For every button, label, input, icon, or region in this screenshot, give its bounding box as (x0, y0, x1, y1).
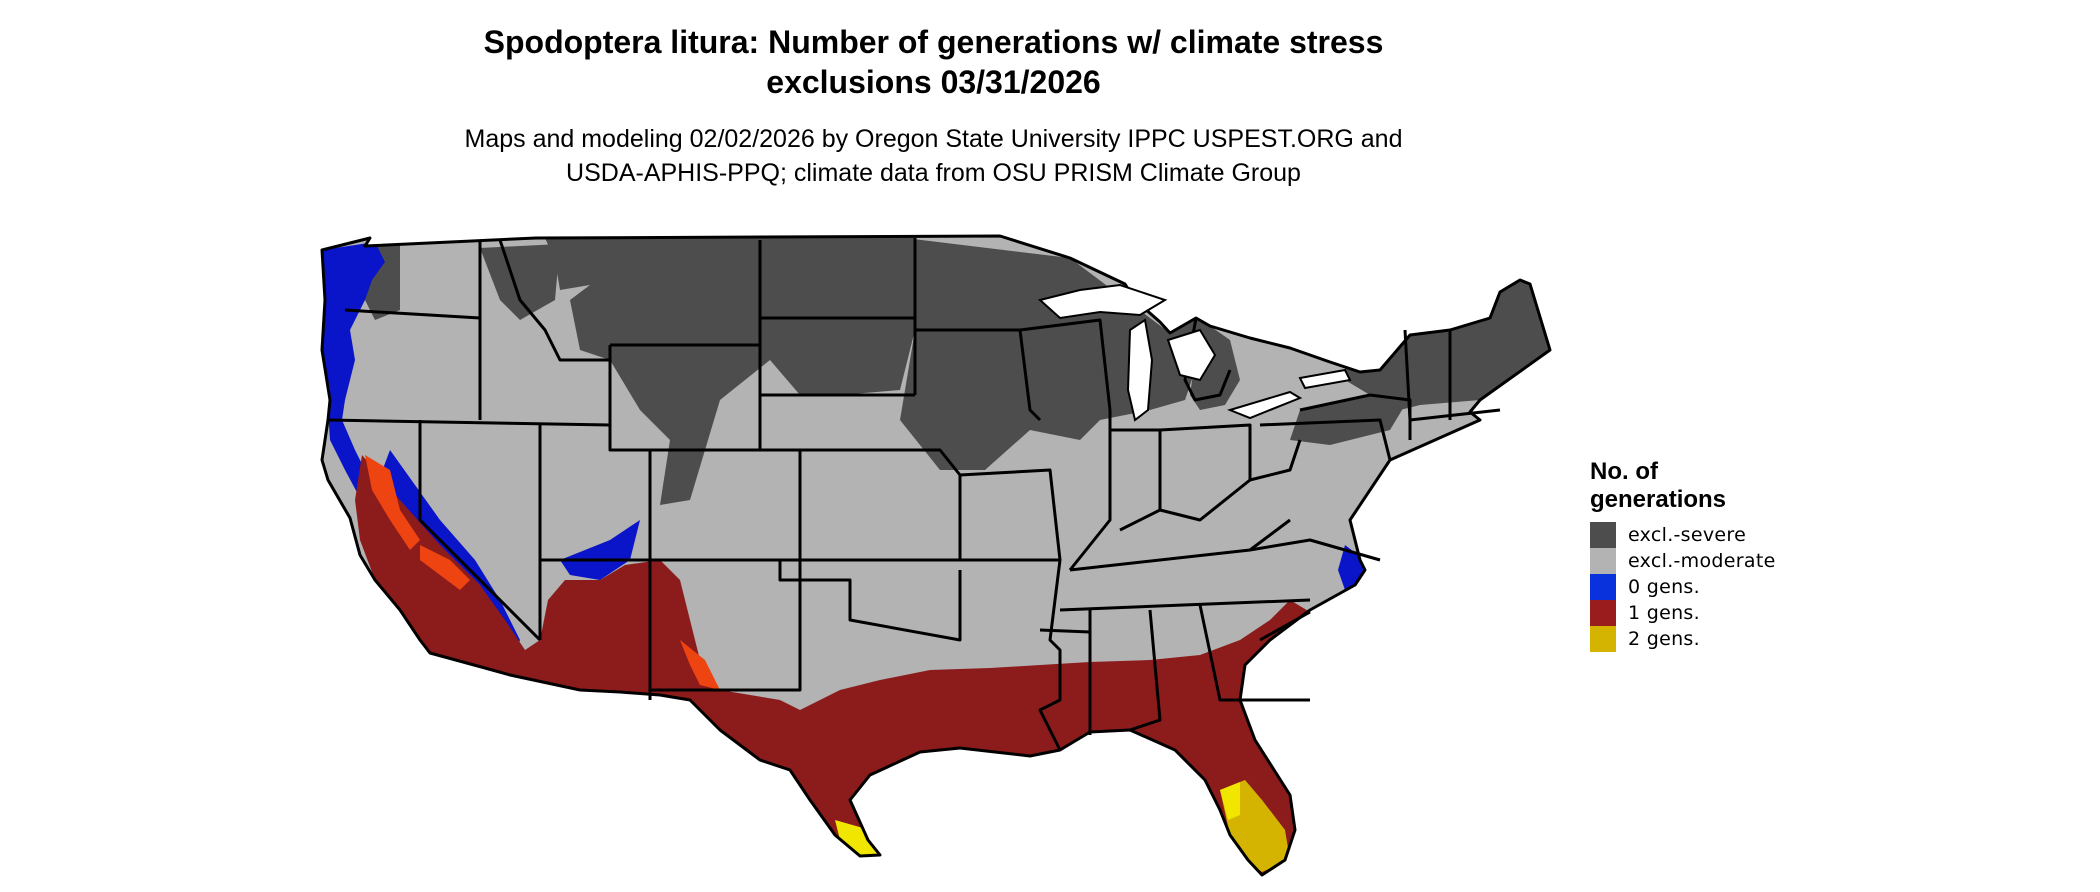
legend-label-excl-severe: excl.-severe (1628, 524, 1747, 546)
legend-item-2-gens: 2 gens. (1590, 626, 1776, 652)
lake-ontario (1298, 368, 1352, 390)
map-legend: No. of generations excl.-severe excl.-mo… (1590, 458, 1776, 652)
legend-item-0-gens: 0 gens. (1590, 574, 1776, 600)
legend-label-excl-moderate: excl.-moderate (1628, 550, 1776, 572)
map-subtitle-line-1: Maps and modeling 02/02/2026 by Oregon S… (464, 125, 1403, 153)
legend-item-excl-moderate: excl.-moderate (1590, 548, 1776, 574)
legend-title: No. of generations (1590, 458, 1776, 514)
legend-item-1-gens: 1 gens. (1590, 600, 1776, 626)
lake-superior (1037, 283, 1168, 320)
lake-erie (1226, 390, 1303, 420)
lake-michigan (1126, 318, 1154, 422)
legend-swatch-2-gens (1590, 626, 1616, 652)
zone-one-gen (355, 455, 1310, 875)
map-subtitle-line-2: USDA-APHIS-PPQ; climate data from OSU PR… (566, 159, 1301, 187)
state-borders (320, 234, 1552, 877)
legend-label-1-gens: 1 gens. (1628, 602, 1700, 624)
legend-title-line-2: generations (1590, 486, 1727, 513)
legend-swatch-0-gens (1590, 574, 1616, 600)
map-title: Spodoptera litura: Number of generations… (200, 22, 1667, 102)
legend-swatch-excl-moderate (1590, 548, 1616, 574)
legend-label-0-gens: 0 gens. (1628, 576, 1700, 598)
legend-swatch-1-gens (1590, 600, 1616, 626)
legend-title-line-1: No. of (1590, 458, 1658, 485)
map-title-line-2: exclusions 03/31/2026 (766, 64, 1101, 100)
map-title-line-1: Spodoptera litura: Number of generations… (483, 24, 1384, 60)
legend-label-2-gens: 2 gens. (1628, 628, 1700, 650)
legend-swatch-excl-severe (1590, 522, 1616, 548)
legend-item-excl-severe: excl.-severe (1590, 522, 1776, 548)
lake-huron (1166, 328, 1217, 382)
map-subtitle: Maps and modeling 02/02/2026 by Oregon S… (200, 122, 1667, 190)
great-lakes (1037, 283, 1352, 422)
zone-two-gens (835, 780, 1290, 875)
